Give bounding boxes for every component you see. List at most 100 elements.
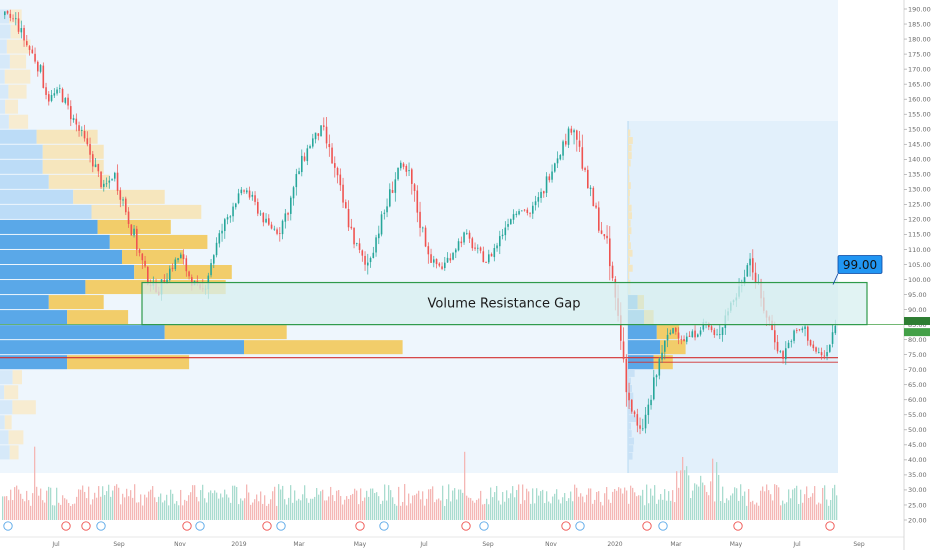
volume-bar — [580, 493, 582, 520]
vp-down-bar — [48, 295, 104, 310]
volume-bar — [354, 488, 356, 520]
volume-bar — [138, 502, 140, 520]
candle-body — [482, 251, 485, 263]
dividend-marker — [195, 521, 205, 531]
candle-body — [45, 87, 47, 95]
vp2020-down-bar — [628, 167, 630, 175]
volume-bar — [52, 505, 54, 520]
candle-body — [581, 147, 584, 169]
candle-body — [774, 330, 776, 343]
candle-body — [39, 65, 42, 72]
volume-bar — [836, 495, 838, 520]
volume-bar — [446, 499, 448, 520]
volume-bar — [72, 504, 74, 520]
volume-bar — [524, 500, 526, 520]
price-tag — [904, 317, 930, 326]
volume-bar — [490, 487, 492, 520]
volume-bar — [306, 498, 308, 520]
marker-circle — [575, 521, 585, 531]
volume-bar — [390, 490, 392, 520]
volume-bar — [444, 505, 446, 520]
volume-bar — [206, 502, 208, 520]
volume-bar — [664, 489, 666, 520]
volume-bar — [512, 486, 514, 520]
candle-body — [518, 211, 520, 215]
volume-bar — [202, 484, 204, 520]
volume-bar — [242, 500, 244, 520]
volume-bar — [410, 503, 412, 520]
y-tick-label: 155.00 — [908, 111, 931, 119]
candle-body — [28, 46, 31, 50]
marker-circle — [262, 521, 272, 531]
candle-body — [298, 171, 300, 175]
volume-bar — [746, 505, 748, 520]
volume-bar — [304, 485, 306, 520]
volume-bar — [704, 485, 706, 520]
volume-bar — [466, 495, 468, 520]
y-tick-label: 125.00 — [908, 201, 931, 209]
earnings-marker — [825, 521, 835, 531]
volume-bar — [368, 496, 370, 520]
vp2020-up-bar — [628, 370, 635, 377]
candle-body — [433, 259, 435, 263]
candle-body — [290, 197, 292, 214]
volume-bar — [674, 502, 676, 520]
vp-down-bar — [9, 54, 27, 69]
x-tick-label: Sep — [113, 541, 125, 548]
candle-body — [26, 41, 28, 46]
volume-bar — [502, 491, 504, 520]
candle-body — [180, 254, 182, 259]
volume-bar — [106, 491, 108, 520]
vp2020-down-bar — [628, 152, 632, 159]
price-callout[interactable]: 99.00 — [832, 255, 883, 285]
candle-body — [182, 254, 185, 260]
resistance-gap-zone[interactable] — [141, 281, 868, 326]
candle-body — [413, 184, 416, 191]
volume-bar — [56, 487, 58, 520]
volume-bar — [738, 500, 740, 520]
volume-bar — [424, 505, 426, 520]
candle-body — [664, 340, 666, 352]
candle-body — [694, 330, 696, 338]
volume-bar — [720, 501, 722, 520]
volume-bar — [536, 488, 538, 520]
volume-bar — [194, 485, 196, 520]
candle-body — [361, 250, 364, 256]
vp-down-bar — [67, 310, 129, 325]
volume-bar — [620, 488, 622, 520]
candle-body — [565, 141, 567, 145]
volume-bar — [422, 491, 424, 520]
volume-bar — [784, 503, 786, 520]
earnings-marker — [262, 521, 272, 531]
volume-bar — [538, 495, 540, 520]
volume-bar — [208, 492, 210, 520]
volume-bar — [644, 505, 646, 520]
candle-body — [378, 233, 380, 239]
volume-bar — [828, 505, 830, 520]
candle-body — [749, 258, 751, 266]
candle-body — [567, 128, 570, 145]
candle-body — [375, 237, 377, 253]
candle-body — [716, 334, 718, 336]
volume-bar — [108, 484, 110, 520]
volume-bar — [54, 505, 56, 520]
candle-body — [441, 266, 443, 269]
volume-bar — [718, 474, 720, 520]
vp2020-up-bar — [628, 392, 634, 400]
volume-bar — [150, 489, 152, 520]
vp2020-down-bar — [628, 129, 631, 137]
candle-body — [592, 187, 595, 207]
candle-body — [820, 352, 823, 356]
volume-bar — [272, 491, 274, 520]
candle-body — [449, 258, 452, 261]
y-tick-label: 175.00 — [908, 50, 931, 58]
volume-bar — [552, 496, 554, 520]
candle-body — [34, 53, 36, 62]
volume-bar — [228, 497, 230, 520]
vp-up-bar — [0, 39, 7, 54]
volume-bar — [426, 498, 428, 520]
vp-down-bar — [10, 24, 21, 39]
volume-bar — [806, 486, 808, 520]
candle-body — [697, 334, 699, 337]
